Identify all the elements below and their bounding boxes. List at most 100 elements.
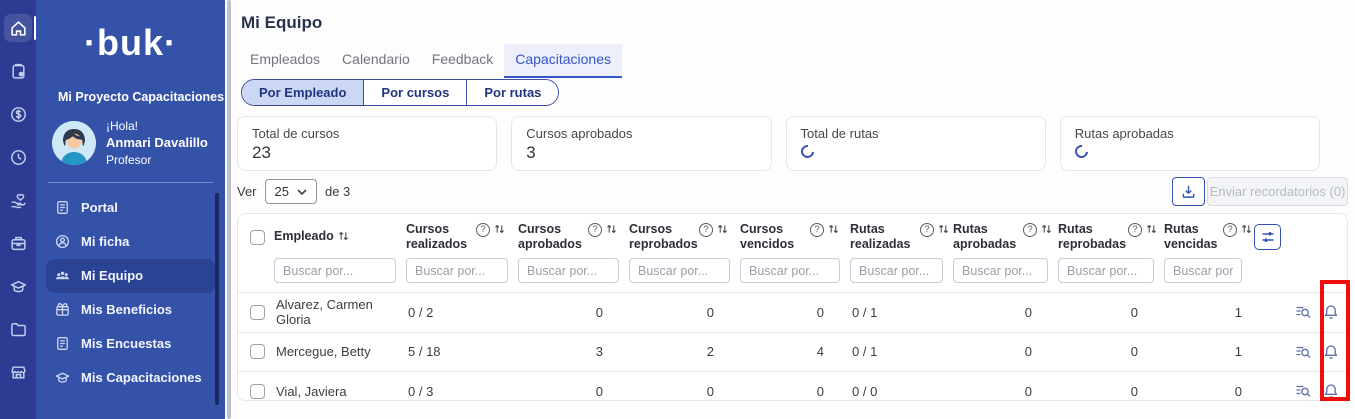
col-cursos-reprobados[interactable]: Cursos reprobados ? <box>629 222 740 252</box>
help-icon[interactable]: ? <box>588 223 602 237</box>
sidebar-item-mis-beneficios[interactable]: Mis Beneficios <box>46 293 215 327</box>
detail-search-icon[interactable] <box>1295 383 1311 399</box>
table-row[interactable]: Alvarez, Carmen Gloria 0 / 2 0 0 0 0 / 1… <box>238 292 1347 332</box>
sort-icon[interactable] <box>828 223 839 239</box>
tab-calendario[interactable]: Calendario <box>342 51 410 67</box>
survey-icon <box>54 336 70 352</box>
bell-icon[interactable] <box>1323 383 1339 399</box>
sidebar-item-mi-equipo[interactable]: Mi Equipo <box>46 258 215 293</box>
active-rail-indicator <box>33 16 36 40</box>
col-rutas-reprobadas[interactable]: Rutas reprobadas ? <box>1058 222 1164 252</box>
column-settings-button[interactable] <box>1254 224 1281 250</box>
cell-cursos-reprobados: 0 <box>706 304 714 320</box>
filter-rutas-realizadas[interactable] <box>850 258 943 283</box>
filter-cursos-realizados[interactable] <box>406 258 508 283</box>
tab-feedback[interactable]: Feedback <box>431 51 494 67</box>
cell-cursos-aprobados: 0 <box>595 383 603 399</box>
page-size-control: Ver 25 de 3 <box>237 179 350 204</box>
page-title: Mi Equipo <box>241 13 323 32</box>
cell-cursos-realizados: 0 / 2 <box>408 304 434 320</box>
select-all-checkbox[interactable] <box>250 229 265 245</box>
sort-icon[interactable] <box>717 223 728 239</box>
rail-briefcase-icon[interactable] <box>4 229 32 257</box>
filter-cursos-vencidos[interactable] <box>740 258 840 283</box>
table-row[interactable]: Vial, Javiera 0 / 3 0 0 0 0 / 0 0 0 0 <box>238 371 1347 400</box>
filter-rutas-aprobadas[interactable] <box>953 258 1048 283</box>
rail-education-icon[interactable] <box>4 272 32 300</box>
sidebar-item-label: Portal <box>81 200 118 216</box>
tab-capacitaciones[interactable]: Capacitaciones <box>504 44 622 78</box>
card-total-cursos: Total de cursos 23 <box>237 116 498 171</box>
rail-time-icon[interactable] <box>4 143 32 171</box>
send-reminders-button[interactable]: Enviar recordatorios (0) <box>1207 177 1348 206</box>
content-scrollbar[interactable] <box>227 0 231 419</box>
sidebar-item-portal[interactable]: Portal <box>46 191 215 225</box>
col-empleado[interactable]: Empleado <box>274 229 406 246</box>
sliders-icon <box>1262 231 1273 243</box>
rail-clipboard-icon[interactable] <box>4 57 32 85</box>
sort-icon[interactable] <box>1041 223 1052 239</box>
bell-icon[interactable] <box>1323 344 1339 360</box>
subtab-por-cursos[interactable]: Por cursos <box>364 80 468 105</box>
view-switcher: Por Empleado Por cursos Por rutas <box>241 79 560 106</box>
table-row[interactable]: Mercegue, Betty 5 / 18 3 2 4 0 / 1 0 0 1 <box>238 331 1347 372</box>
filter-cursos-reprobados[interactable] <box>629 258 730 283</box>
sort-icon[interactable] <box>494 223 505 239</box>
filter-rutas-reprobadas[interactable] <box>1058 258 1154 283</box>
row-checkbox[interactable] <box>250 304 265 320</box>
filter-cursos-aprobados[interactable] <box>518 258 619 283</box>
help-icon[interactable]: ? <box>920 223 934 237</box>
card-total-rutas: Total de rutas <box>785 116 1046 171</box>
sidebar-item-mis-encuestas[interactable]: Mis Encuestas <box>46 327 215 361</box>
help-icon[interactable]: ? <box>699 223 713 237</box>
project-name: Mi Proyecto Capacitaciones <box>58 90 225 104</box>
rail-store-icon[interactable] <box>4 358 32 386</box>
col-rutas-aprobadas[interactable]: Rutas aprobadas ? <box>953 222 1058 252</box>
help-icon[interactable]: ? <box>476 223 490 237</box>
sidebar-item-mi-ficha[interactable]: Mi ficha <box>46 225 215 259</box>
help-icon[interactable]: ? <box>1223 223 1237 237</box>
detail-search-icon[interactable] <box>1295 344 1311 360</box>
cell-empleado: Mercegue, Betty <box>276 344 371 360</box>
help-icon[interactable]: ? <box>1023 223 1037 237</box>
total-label: de 3 <box>324 184 351 199</box>
sort-icon[interactable] <box>1241 223 1252 239</box>
bell-icon[interactable] <box>1323 304 1339 320</box>
rail-files-icon[interactable] <box>4 315 32 343</box>
team-icon <box>54 268 70 284</box>
rail-benefits-hand-icon[interactable] <box>4 186 32 214</box>
graduation-cap-icon <box>54 370 70 386</box>
sidebar-scrollbar[interactable] <box>215 193 219 405</box>
document-icon <box>54 200 70 216</box>
row-checkbox[interactable] <box>250 344 265 360</box>
col-cursos-aprobados[interactable]: Cursos aprobados ? <box>518 222 629 252</box>
subtab-por-empleado[interactable]: Por Empleado <box>242 80 365 105</box>
sort-icon[interactable] <box>338 230 349 246</box>
filter-rutas-vencidas[interactable] <box>1164 258 1242 283</box>
row-checkbox[interactable] <box>250 383 265 399</box>
help-icon[interactable]: ? <box>810 223 824 237</box>
cell-cursos-aprobados: 3 <box>595 344 603 360</box>
help-icon[interactable]: ? <box>1128 223 1142 237</box>
col-cursos-realizados[interactable]: Cursos realizados ? <box>406 222 518 252</box>
cell-cursos-vencidos: 0 <box>816 304 824 320</box>
sort-icon[interactable] <box>938 223 949 239</box>
tab-empleados[interactable]: Empleados <box>250 51 321 67</box>
sort-icon[interactable] <box>606 223 617 239</box>
rail-home-icon[interactable] <box>4 14 36 42</box>
icon-rail <box>0 0 36 419</box>
detail-search-icon[interactable] <box>1295 304 1311 320</box>
col-cursos-vencidos[interactable]: Cursos vencidos ? <box>740 222 850 252</box>
download-button[interactable] <box>1172 177 1205 206</box>
col-rutas-vencidas[interactable]: Rutas vencidas ? <box>1164 222 1252 252</box>
page-size-select[interactable]: 25 <box>264 179 317 204</box>
col-rutas-realizadas[interactable]: Rutas realizadas ? <box>850 222 953 252</box>
subtab-por-rutas[interactable]: Por rutas <box>467 80 559 105</box>
sort-icon[interactable] <box>1146 223 1157 239</box>
sidebar-item-label: Mi ficha <box>81 234 130 250</box>
filter-empleado[interactable] <box>274 258 396 283</box>
sidebar-item-mis-capacitaciones[interactable]: Mis Capacitaciones <box>46 361 215 395</box>
cell-rutas-realizadas: 0 / 1 <box>852 304 878 320</box>
rail-payments-icon[interactable] <box>4 100 32 128</box>
cell-rutas-aprobadas: 0 <box>1024 383 1032 399</box>
